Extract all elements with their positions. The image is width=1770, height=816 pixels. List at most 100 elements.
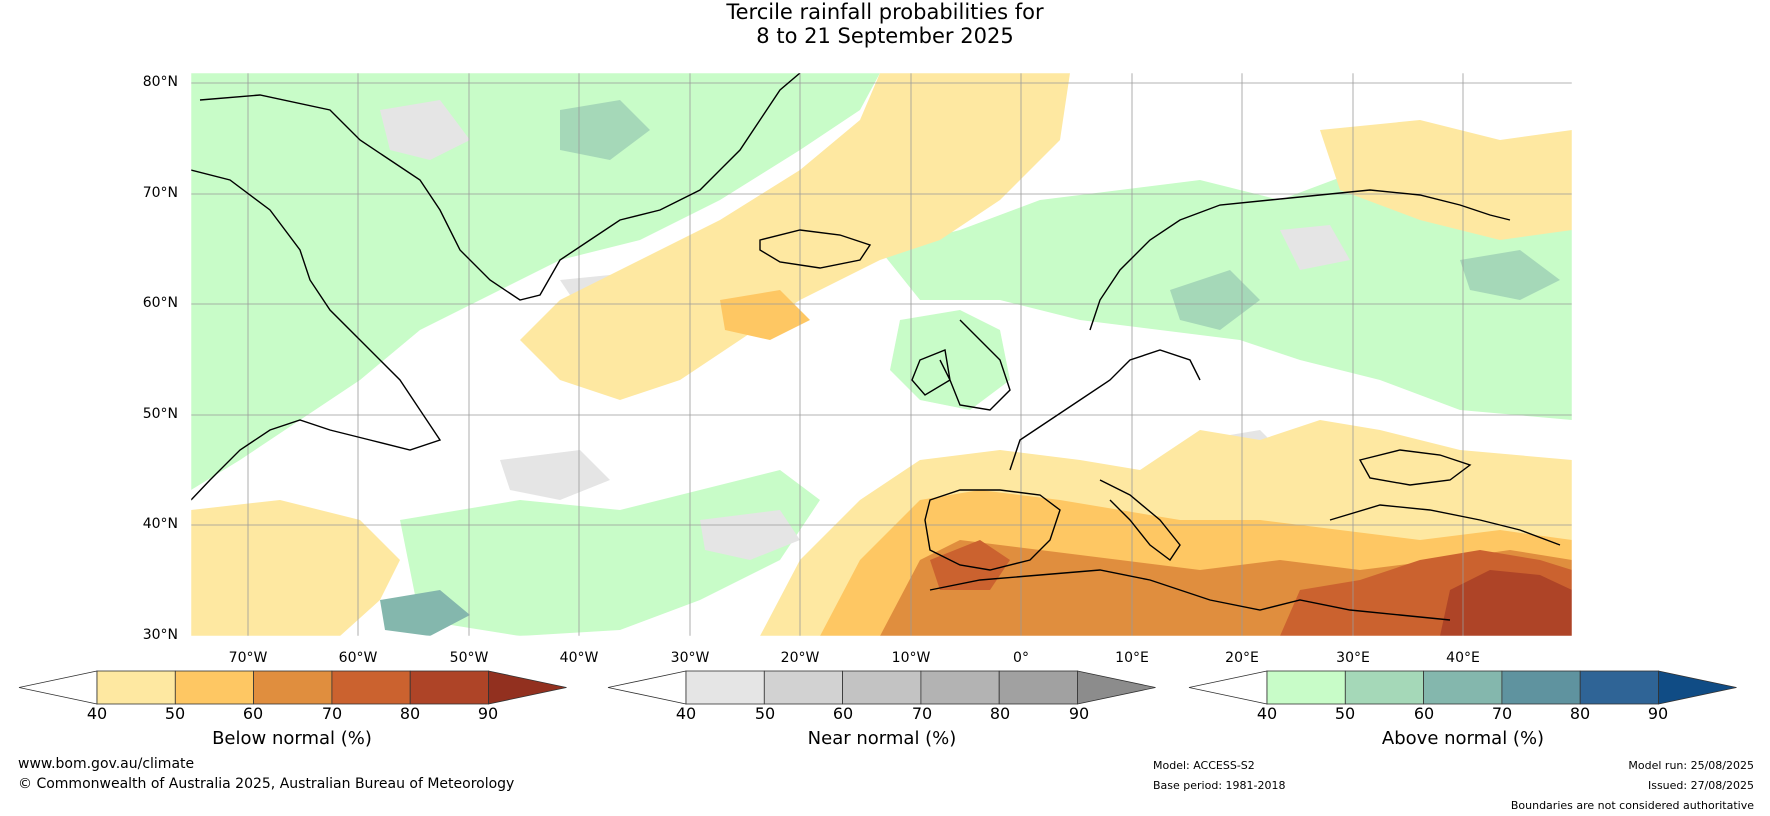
above-colorbar-title: Above normal (%)	[1381, 728, 1545, 749]
near-tick-70: 70	[911, 704, 933, 723]
above-tick-80: 80	[1569, 704, 1591, 723]
above-tick-90: 90	[1647, 704, 1669, 723]
title-line-2: 8 to 21 September 2025	[756, 24, 1014, 48]
lon-label-60w: 60°W	[338, 650, 378, 666]
coastline-italy	[1099, 479, 1181, 562]
above-normal-patch-1	[560, 100, 650, 160]
below-tick-80: 80	[399, 704, 421, 723]
below-tick-40: 40	[86, 704, 108, 723]
coastline-black-sea	[1358, 449, 1472, 486]
above-normal-patch-2	[1170, 270, 1260, 330]
lon-label-0: 0°	[1013, 650, 1029, 666]
above-tick-70: 70	[1491, 704, 1513, 723]
coastline-iceland	[759, 229, 872, 269]
above-normal-area-uk	[890, 310, 1010, 410]
lon-label-10e: 10°E	[1115, 650, 1149, 666]
below-colorbar-segment-3	[253, 670, 333, 705]
near-colorbar-title: Near normal (%)	[807, 728, 957, 749]
lat-label-70n: 70°N	[142, 185, 178, 201]
lon-label-20w: 20°W	[780, 650, 820, 666]
near-colorbar-segment-2	[763, 670, 843, 705]
colorbars	[18, 670, 1737, 705]
footer-copyright: © Commonwealth of Australia 2025, Austra…	[18, 776, 515, 792]
near-normal-patch-5	[1280, 225, 1350, 270]
footer-model: Model: ACCESS-S2	[1153, 759, 1255, 772]
near-colorbar-min-extend	[607, 670, 687, 705]
lat-label-50n: 50°N	[142, 406, 178, 422]
lon-label-70w: 70°W	[228, 650, 268, 666]
below-colorbar-max-extend	[488, 670, 567, 705]
coastline-turkey	[1329, 504, 1561, 546]
lon-label-50w: 50°W	[449, 650, 489, 666]
map-frame	[190, 72, 1573, 637]
lat-label-60n: 60°N	[142, 295, 178, 311]
coastline-uk-ireland	[911, 319, 1011, 411]
lon-label-10w: 10°W	[891, 650, 931, 666]
probability-field	[191, 73, 1572, 636]
above-colorbar-min-extend	[1188, 670, 1268, 705]
near-tick-90: 90	[1068, 704, 1090, 723]
below-tick-70: 70	[321, 704, 343, 723]
above-colorbar-segment-1	[1266, 670, 1346, 705]
footer-base-period: Base period: 1981-2018	[1153, 779, 1286, 792]
lon-label-40w: 40°W	[559, 650, 599, 666]
near-normal-patch-6	[700, 510, 800, 560]
near-normal-patch-1	[380, 100, 470, 160]
near-colorbar-segment-5	[998, 670, 1078, 705]
below-tick-90: 90	[477, 704, 499, 723]
below-normal-area-southwest	[191, 500, 400, 636]
coastline-north-africa	[929, 569, 1451, 621]
below-normal-patch-sea	[720, 290, 810, 340]
below-tick-50: 50	[164, 704, 186, 723]
above-tick-40: 40	[1256, 704, 1278, 723]
below-normal-area-atlantic	[520, 73, 1070, 400]
map-title: Tercile rainfall probabilities for 8 to …	[0, 0, 1770, 48]
footer-disclaimer: Boundaries are not considered authoritat…	[1510, 799, 1754, 812]
lat-label-40n: 40°N	[142, 516, 178, 532]
coastline-greenland	[199, 73, 801, 301]
lat-label-30n: 30°N	[142, 627, 178, 643]
near-colorbar-segment-3	[842, 670, 922, 705]
above-colorbar-segment-4	[1501, 670, 1581, 705]
below-normal-area-arctic	[1320, 120, 1572, 240]
title-line-1: Tercile rainfall probabilities for	[726, 0, 1044, 24]
above-colorbar-segment-5	[1579, 670, 1659, 705]
footer-model-run: Model run: 25/08/2025	[1628, 759, 1754, 772]
below-normal-area-middle-east	[1440, 570, 1572, 636]
below-normal-patch-iberia	[930, 540, 1010, 590]
below-colorbar-segment-1	[96, 670, 176, 705]
coastline-north-america	[191, 169, 442, 501]
below-colorbar-segment-5	[409, 670, 489, 705]
lon-label-40e: 40°E	[1446, 650, 1480, 666]
lat-label-80n: 80°N	[142, 74, 178, 90]
lon-label-20e: 20°E	[1225, 650, 1259, 666]
lon-label-30e: 30°E	[1336, 650, 1370, 666]
above-tick-60: 60	[1413, 704, 1435, 723]
near-colorbar-max-extend	[1077, 670, 1156, 705]
below-tick-60: 60	[242, 704, 264, 723]
graticule	[191, 73, 1572, 636]
near-tick-80: 80	[989, 704, 1011, 723]
below-colorbar-segment-2	[174, 670, 255, 705]
coastline-europe	[1009, 349, 1201, 471]
footer-website: www.bom.gov.au/climate	[18, 756, 195, 772]
above-normal-area-atlantic-south	[400, 470, 820, 636]
lon-label-30w: 30°W	[670, 650, 710, 666]
above-colorbar-max-extend	[1658, 670, 1737, 705]
coastline-scandinavia	[1089, 189, 1511, 331]
coastlines	[191, 73, 1561, 621]
above-colorbar-segment-2	[1344, 670, 1425, 705]
footer-issued: Issued: 27/08/2025	[1647, 779, 1754, 792]
above-normal-area-greenland-sea	[191, 73, 880, 490]
below-colorbar-min-extend	[18, 670, 98, 705]
above-normal-patch-3	[380, 590, 470, 636]
near-normal-patch-3	[500, 450, 610, 500]
near-tick-60: 60	[832, 704, 854, 723]
below-colorbar-segment-4	[331, 670, 411, 705]
near-tick-50: 50	[754, 704, 776, 723]
near-colorbar-segment-4	[920, 670, 1000, 705]
below-colorbar-title: Below normal (%)	[212, 728, 372, 749]
coastline-iberia	[924, 489, 1061, 571]
above-normal-patch-4	[1460, 250, 1560, 300]
